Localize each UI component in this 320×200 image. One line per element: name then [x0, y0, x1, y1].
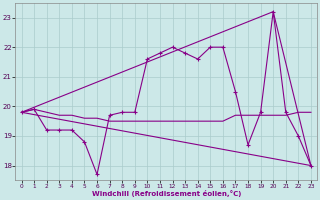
X-axis label: Windchill (Refroidissement éolien,°C): Windchill (Refroidissement éolien,°C) — [92, 190, 241, 197]
